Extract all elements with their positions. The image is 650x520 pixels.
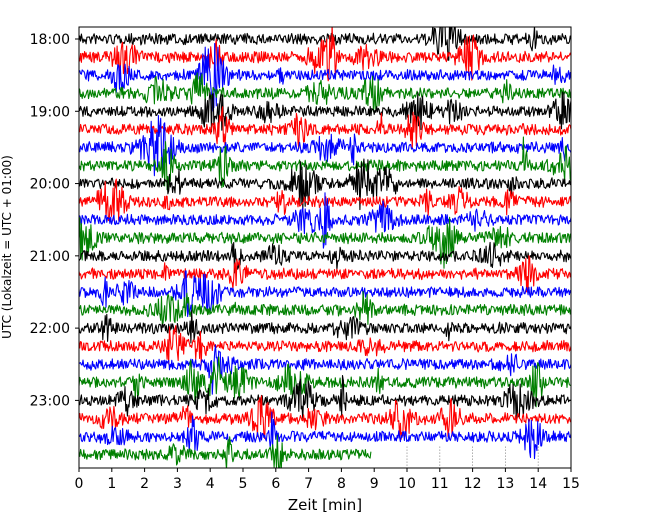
x-tick-label: 6 bbox=[271, 476, 280, 492]
x-axis-label: Zeit [min] bbox=[288, 496, 362, 514]
seismic-trace bbox=[79, 72, 571, 113]
x-tick-label: 5 bbox=[239, 476, 248, 492]
seismic-trace bbox=[79, 290, 571, 326]
seismic-trace bbox=[79, 136, 571, 191]
seismic-trace bbox=[79, 27, 571, 82]
seismic-trace bbox=[79, 241, 571, 274]
seismic-trace bbox=[79, 115, 571, 177]
seismic-trace bbox=[79, 310, 571, 344]
x-axis-ticks: 0 1 2 3 4 5 6 7 8 9 10 11 12 13 14 15 bbox=[75, 468, 580, 492]
seismic-trace bbox=[79, 158, 571, 212]
seismic-trace bbox=[79, 255, 571, 293]
seismic-trace bbox=[79, 395, 571, 440]
gap-marker-group bbox=[406, 446, 539, 468]
x-tick-label: 11 bbox=[431, 476, 449, 492]
x-tick-label: 12 bbox=[464, 476, 482, 492]
x-tick-label: 0 bbox=[75, 476, 84, 492]
seismic-trace bbox=[79, 192, 571, 249]
seismic-trace bbox=[79, 374, 571, 421]
x-tick-label: 14 bbox=[529, 476, 547, 492]
x-tick-label: 7 bbox=[304, 476, 313, 492]
trace-group bbox=[79, 27, 571, 468]
seismic-trace bbox=[79, 344, 571, 395]
seismic-trace bbox=[79, 27, 571, 61]
x-tick-label: 1 bbox=[107, 476, 116, 492]
x-tick-label: 3 bbox=[173, 476, 182, 492]
seismic-trace bbox=[79, 270, 571, 318]
x-tick-label: 9 bbox=[370, 476, 379, 492]
y-tick-label: 21:00 bbox=[30, 249, 70, 265]
seismic-trace bbox=[79, 325, 571, 366]
y-tick-label: 18:00 bbox=[30, 32, 70, 48]
y-axis-label: UTC (Lokalzeit = UTC + 01:00) bbox=[0, 155, 14, 339]
y-axis-ticks: 18:00 19:00 20:00 21:00 22:00 23:00 bbox=[30, 32, 79, 409]
y-tick-label: 22:00 bbox=[30, 321, 70, 337]
seismic-trace bbox=[79, 91, 571, 133]
seismic-trace bbox=[79, 411, 571, 460]
x-tick-label: 13 bbox=[496, 476, 514, 492]
seismic-trace bbox=[79, 216, 571, 269]
y-tick-label: 23:00 bbox=[30, 393, 70, 409]
seismic-trace bbox=[79, 434, 372, 468]
seismic-trace bbox=[79, 42, 571, 112]
x-tick-label: 8 bbox=[337, 476, 346, 492]
x-tick-label: 4 bbox=[206, 476, 215, 492]
x-tick-label: 15 bbox=[562, 476, 580, 492]
plot-frame bbox=[78, 26, 572, 469]
y-tick-label: 20:00 bbox=[30, 177, 70, 193]
x-tick-label: 2 bbox=[140, 476, 149, 492]
x-tick-label: 10 bbox=[398, 476, 416, 492]
seismic-trace bbox=[79, 356, 571, 408]
y-tick-label: 19:00 bbox=[30, 104, 70, 120]
